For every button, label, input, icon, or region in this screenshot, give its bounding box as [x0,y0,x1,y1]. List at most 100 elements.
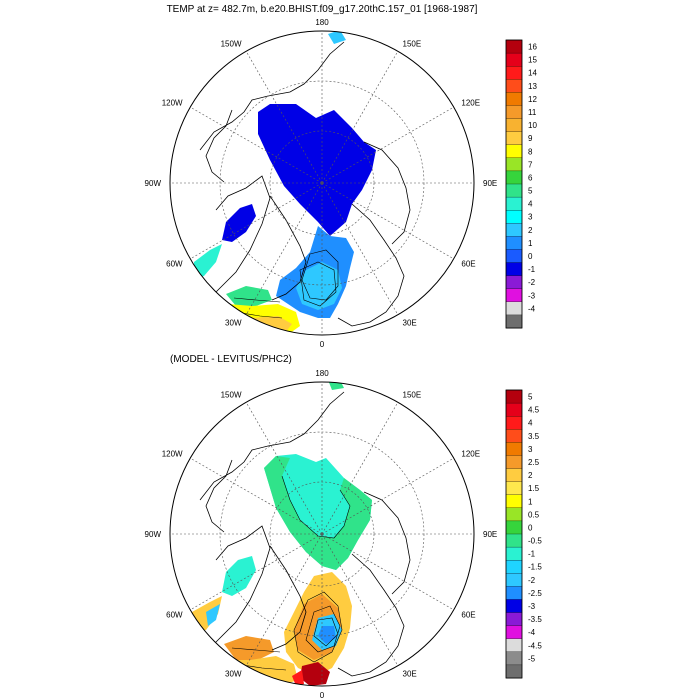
colorbar-swatch [505,105,523,119]
longitude-label: 120E [461,450,480,459]
longitude-label: 90E [483,530,497,539]
longitude-label: 150E [403,391,422,400]
colorbar-swatch [505,638,523,653]
colorbar-label: 2 [528,471,533,480]
longitude-label: 0 [320,340,325,349]
colorbar-swatch [505,144,523,159]
field-region [258,104,376,236]
colorbar-swatch [505,196,523,211]
contours [231,475,351,671]
colorbar-swatch [505,625,523,640]
longitude-label: 30W [225,318,242,327]
colorbar-swatch [505,573,523,587]
longitude-label: 120E [461,99,480,108]
longitude-labels: 180 150E 120E 90E 60E 30E 0 30W 60W 90W 120W 150W [145,18,498,349]
field-region [296,262,342,310]
colorbar-label: 15 [528,56,537,65]
field-region [222,204,256,242]
panel-top: TEMP at z= 482.7m, b.e20.BHIST.f09_g17.2… [145,4,538,349]
colorbar-label: 13 [528,82,537,91]
colorbar-label: 6 [528,174,533,183]
colorbar-frame [505,39,523,329]
field-region [264,456,372,570]
colorbar-swatch [505,131,523,146]
colorbar-label: 1 [528,239,533,248]
colorbar-swatch [505,157,523,172]
colorbar-swatch [505,389,523,404]
colorbar-label: 3 [528,445,533,454]
colorbar-label: 2 [528,226,533,235]
colorbar-label: -3 [528,602,536,611]
longitude-label: 60W [166,611,183,620]
colorbar-label: 0.5 [528,510,540,519]
map-boundary [169,381,475,687]
longitude-label: 30W [225,669,242,678]
longitude-label: 60E [461,611,475,620]
colorbar-swatch [505,442,523,456]
colorbar-label: -1 [528,550,536,559]
map-area [170,382,474,686]
colorbar-swatch [505,183,523,198]
longitude-label: 150W [221,40,242,49]
colorbar-swatch [505,223,523,237]
colorbar-swatch [505,416,523,430]
colorbar-label: -4.5 [528,641,542,650]
colorbar-swatch [505,79,523,93]
colorbar-swatch [505,236,523,250]
field-region [318,626,336,644]
map-boundary [169,30,475,336]
longitude-label: 90W [145,530,162,539]
graticule [170,382,474,686]
colorbar-label: 4 [528,419,533,428]
colorbar-label: 1 [528,497,533,506]
colorbar-swatch [505,520,523,535]
colorbar-frame [505,389,523,679]
colorbar-swatch [505,288,523,303]
colorbar-swatch [505,546,523,561]
longitude-labels: 180 150E 120E 90E 60E 30E 0 30W 60W 90W 120W 150W [145,369,498,700]
longitude-label: 150W [221,391,242,400]
colorbar-swatch [505,66,523,80]
graticule [170,31,474,335]
panel-title: TEMP at z= 482.7m, b.e20.BHIST.f09_g17.2… [167,4,478,15]
colorbar-label: 9 [528,134,533,143]
colorbar-swatch [505,301,523,316]
colorbar-swatch [505,560,523,574]
colorbar-swatch [505,429,523,443]
colorbar-swatch [505,612,523,627]
colorbar-label: 14 [528,69,537,78]
longitude-label: 90E [483,179,497,188]
coastline [199,41,411,327]
colorbar-label: -5 [528,654,536,663]
colorbar-swatch [505,599,523,613]
colorbar-swatch [505,118,523,133]
colorbar-label: -2.5 [528,589,542,598]
colorbar-label: 0 [528,252,533,261]
colorbar-label: 10 [528,121,537,130]
longitude-label: 60E [461,260,475,269]
colorbar-swatch [505,651,523,666]
colorbar-label: -4 [528,628,536,637]
longitude-label: 30E [403,318,417,327]
colorbar-label: -3.5 [528,615,542,624]
colorbar-label: 12 [528,95,537,104]
colorbar-label: 4 [528,200,533,209]
colorbar-swatch [505,249,523,263]
longitude-label: 180 [315,18,329,27]
colorbar-swatch [505,39,523,54]
colorbar-swatch [505,262,523,277]
field-region [226,286,272,306]
longitude-label: 0 [320,691,325,700]
field-region [328,382,344,390]
colorbar-label: 5 [528,393,533,402]
field-region [328,31,346,44]
field-region [300,662,330,686]
colorbar-swatch [505,481,523,496]
colorbar-swatch [505,468,523,483]
colorbar-swatch [505,402,523,417]
coastline [199,391,411,677]
colorbar-label: -0.5 [528,537,542,546]
field-region [292,670,304,686]
longitude-label: 90W [145,179,162,188]
